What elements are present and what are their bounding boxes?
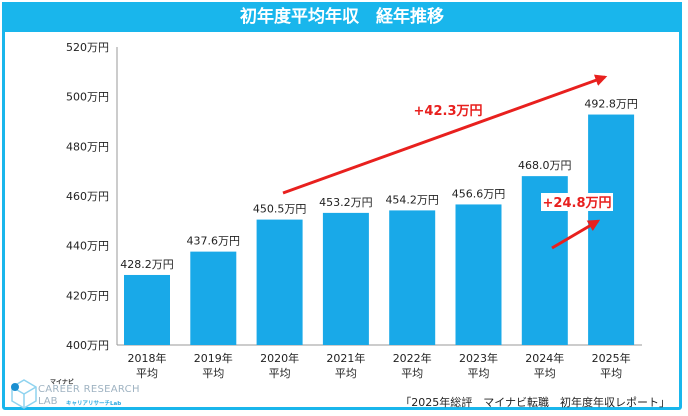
logo-line2: LAB bbox=[38, 396, 58, 407]
data-label: 456.6万円 bbox=[452, 187, 506, 200]
y-tick-label: 480万円 bbox=[66, 140, 109, 153]
x-tick-label: 2020年 bbox=[260, 351, 299, 365]
x-tick-label: 平均 bbox=[600, 367, 622, 380]
annotation-label: +24.8万円 bbox=[543, 196, 612, 211]
logo-cube-icon bbox=[11, 379, 37, 409]
chart-title: 初年度平均年収 経年推移 bbox=[2, 2, 682, 32]
y-tick-label: 400万円 bbox=[66, 339, 109, 352]
x-tick-label: 平均 bbox=[269, 367, 291, 380]
y-tick-label: 500万円 bbox=[66, 91, 109, 104]
annotation-bg bbox=[541, 193, 613, 211]
data-label: 450.5万円 bbox=[253, 203, 307, 216]
x-tick-label: 2018年 bbox=[128, 351, 167, 365]
bar bbox=[455, 204, 502, 345]
career-research-lab-logo: マイナビ CAREER RESEARCH LAB キャリアリサーチLab bbox=[10, 377, 150, 411]
y-tick-label: 440万円 bbox=[66, 240, 109, 253]
bar bbox=[256, 219, 303, 345]
x-tick-label: 2019年 bbox=[194, 351, 233, 365]
x-tick-label: 2025年 bbox=[592, 351, 631, 365]
x-tick-label: 2023年 bbox=[459, 351, 498, 365]
data-label: 492.8万円 bbox=[584, 98, 638, 111]
logo-line1: CAREER RESEARCH bbox=[38, 384, 140, 395]
y-tick-label: 420万円 bbox=[66, 289, 109, 302]
data-label: 454.2万円 bbox=[385, 193, 439, 206]
x-tick-label: 平均 bbox=[534, 367, 556, 380]
x-tick-label: 2022年 bbox=[393, 351, 432, 365]
x-tick-label: 平均 bbox=[401, 367, 423, 380]
x-tick-label: 平均 bbox=[136, 367, 158, 380]
source-note: 「2025年総評 マイナビ転職 初年度年収レポート」 bbox=[400, 396, 670, 409]
logo-sub: キャリアリサーチLab bbox=[66, 401, 122, 407]
logo-brand: マイナビ bbox=[50, 379, 74, 386]
bar bbox=[389, 210, 436, 345]
data-label: 453.2万円 bbox=[319, 196, 373, 209]
bar bbox=[322, 212, 369, 345]
x-tick-label: 平均 bbox=[335, 367, 357, 380]
bar bbox=[190, 251, 237, 345]
x-tick-label: 平均 bbox=[202, 367, 224, 380]
data-label: 437.6万円 bbox=[187, 235, 241, 248]
annotation-label: +42.3万円 bbox=[414, 104, 483, 119]
y-tick-label: 520万円 bbox=[66, 41, 109, 54]
x-tick-label: 2024年 bbox=[525, 351, 564, 365]
y-tick-label: 460万円 bbox=[66, 190, 109, 203]
data-label: 428.2万円 bbox=[120, 258, 174, 271]
bar bbox=[124, 274, 170, 345]
x-tick-label: 2021年 bbox=[326, 351, 365, 365]
x-tick-label: 平均 bbox=[468, 367, 490, 380]
bar bbox=[588, 114, 635, 346]
growth-arrow bbox=[551, 219, 601, 250]
data-label: 468.0万円 bbox=[518, 159, 572, 172]
growth-arrow bbox=[282, 74, 608, 195]
